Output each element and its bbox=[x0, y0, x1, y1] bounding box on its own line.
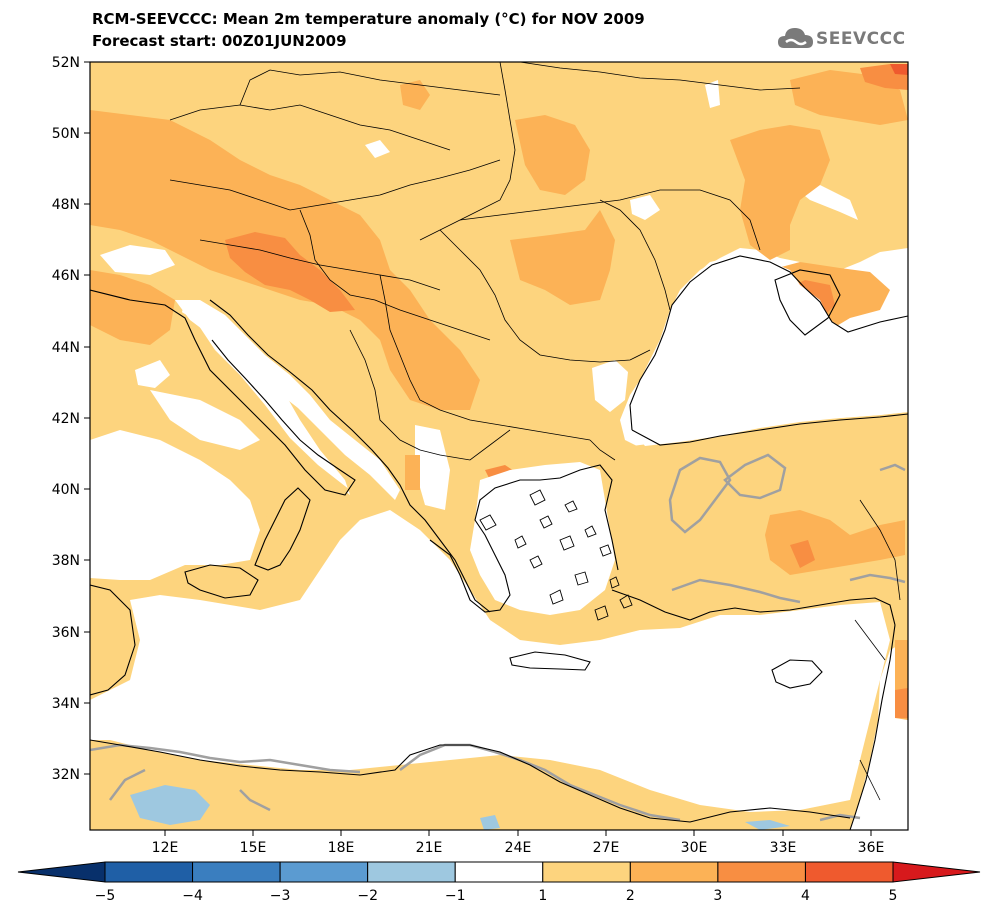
latitude-axis bbox=[84, 61, 90, 775]
cloud-icon bbox=[778, 28, 813, 48]
lat-label-34n: 34N bbox=[52, 696, 80, 712]
lon-label-33e: 33E bbox=[770, 840, 797, 856]
zero-anomaly-contours bbox=[90, 453, 906, 822]
lat-label-38n: 38N bbox=[52, 553, 80, 569]
neutral-patch-8 bbox=[365, 140, 390, 158]
adriatic-sea bbox=[175, 300, 400, 500]
anomaly-region-3-4-levant bbox=[895, 688, 908, 718]
lat-label-40n: 40N bbox=[52, 482, 80, 498]
lon-label-24e: 24E bbox=[505, 840, 532, 856]
colorbar-segment bbox=[629, 861, 719, 883]
anomaly-region-neg-1-2-b bbox=[480, 815, 500, 830]
lon-label-30e: 30E bbox=[681, 840, 708, 856]
neutral-patch-7 bbox=[705, 80, 720, 108]
lat-label-50n: 50N bbox=[52, 126, 80, 142]
anomaly-region-neg-1-2-c bbox=[745, 820, 790, 830]
colorbar-labels: −5 −4 −3 −2 −1 1 2 3 4 5 bbox=[95, 888, 898, 904]
aegean-sea bbox=[470, 462, 615, 615]
colorbar: −5 −4 −3 −2 −1 1 2 3 4 5 bbox=[17, 861, 981, 904]
colorbar-segment bbox=[804, 861, 894, 883]
anomaly-region-2-3-poland bbox=[400, 80, 430, 110]
colorbar-label: 5 bbox=[889, 888, 898, 904]
anomaly-region-2-3-italy-west bbox=[90, 270, 175, 345]
anomaly-region-sicily bbox=[185, 565, 255, 598]
colorbar-label: 1 bbox=[538, 888, 547, 904]
colorbar-segment bbox=[104, 861, 194, 883]
colorbar-segment bbox=[454, 861, 544, 883]
anomaly-region-2-3-east bbox=[730, 125, 830, 260]
anomaly-region-2-3-ukraine-a bbox=[515, 115, 590, 195]
anomaly-region-neg-1-2-a bbox=[130, 785, 210, 825]
lat-label-44n: 44N bbox=[52, 340, 80, 356]
lon-label-18e: 18E bbox=[328, 840, 355, 856]
colorbar-high-arrow bbox=[892, 861, 981, 883]
coastlines bbox=[90, 255, 908, 830]
colorbar-segment bbox=[542, 861, 631, 883]
anomaly-region-3-4-turkey bbox=[790, 540, 815, 568]
anomaly-region-3-4-alps bbox=[225, 232, 355, 312]
colorbar-segment bbox=[279, 861, 369, 883]
lon-label-15e: 15E bbox=[240, 840, 267, 856]
map-title: RCM-SEEVCCC: Mean 2m temperature anomaly… bbox=[92, 10, 645, 28]
colorbar-label: −2 bbox=[357, 888, 378, 904]
colorbar-label: 2 bbox=[626, 888, 635, 904]
neutral-patch-4 bbox=[415, 425, 450, 510]
colorbar-label: 4 bbox=[801, 888, 810, 904]
neutral-patch-2 bbox=[592, 360, 628, 412]
lon-label-21e: 21E bbox=[416, 840, 443, 856]
colorbar-label: −3 bbox=[270, 888, 291, 904]
lat-label-32n: 32N bbox=[52, 767, 80, 783]
colorbar-label: −5 bbox=[95, 888, 116, 904]
anomaly-region-turkey bbox=[590, 412, 908, 625]
tyrrhenian-sea bbox=[90, 430, 260, 580]
colorbar-low-arrow bbox=[17, 861, 106, 883]
colorbar-label: −4 bbox=[182, 888, 203, 904]
neutral-patch-5 bbox=[150, 390, 260, 450]
country-borders bbox=[169, 62, 901, 801]
lon-label-12e: 12E bbox=[152, 840, 179, 856]
anomaly-region-4-5-ne bbox=[890, 64, 908, 75]
black-sea bbox=[630, 255, 908, 446]
lat-label-52n: 52N bbox=[52, 55, 80, 71]
colorbar-label: 3 bbox=[713, 888, 722, 904]
colorbar-segment bbox=[367, 861, 456, 883]
anomaly-region-2-3-ukraine-b bbox=[510, 210, 615, 305]
lat-label-36n: 36N bbox=[52, 625, 80, 641]
lon-label-27e: 27E bbox=[593, 840, 620, 856]
map-plot-area bbox=[90, 62, 908, 830]
lat-label-42n: 42N bbox=[52, 411, 80, 427]
neutral-patch-6 bbox=[630, 195, 660, 220]
forecast-start-label: Forecast start: 00Z01JUN2009 bbox=[92, 32, 347, 50]
seevccc-logo: SEEVCCC bbox=[776, 24, 911, 54]
anomaly-region-2-3-balkan-edge bbox=[405, 455, 420, 490]
anomaly-region-west bbox=[90, 580, 135, 695]
longitude-labels: 12E 15E 18E 21E 24E 27E 30E 33E 36E bbox=[152, 840, 885, 856]
colorbar-segment bbox=[717, 861, 806, 883]
neutral-patch-3 bbox=[135, 360, 170, 388]
longitude-axis bbox=[164, 830, 872, 836]
lat-label-48n: 48N bbox=[52, 197, 80, 213]
colorbar-segments bbox=[104, 861, 894, 883]
colorbar-label: −1 bbox=[445, 888, 466, 904]
plot-frame bbox=[89, 61, 909, 831]
latitude-labels: 52N 50N 48N 46N 44N 42N 40N 38N 36N 34N … bbox=[52, 55, 80, 783]
logo-text: SEEVCCC bbox=[816, 29, 906, 49]
neutral-patch-1 bbox=[100, 245, 175, 275]
aegean-islands bbox=[479, 489, 633, 621]
mediterranean-sea bbox=[90, 510, 890, 812]
lon-label-36e: 36E bbox=[858, 840, 885, 856]
lat-label-46n: 46N bbox=[52, 268, 80, 284]
colorbar-segment bbox=[192, 861, 281, 883]
